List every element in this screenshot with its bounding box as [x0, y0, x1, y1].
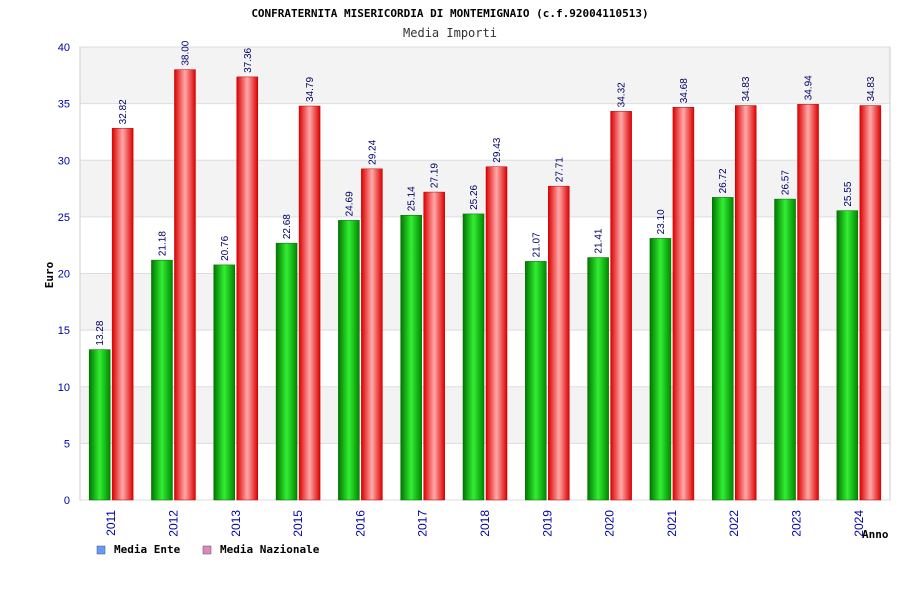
- bar-media-nazionale-2011: [111, 128, 134, 501]
- chart-subtitle: Media Importi: [403, 26, 497, 40]
- bar-media-ente-2012: [151, 259, 173, 501]
- bar-media-nazionale-2015: [298, 105, 321, 501]
- data-label: 22.68: [282, 214, 293, 239]
- y-tick-label: 40: [58, 42, 70, 54]
- bar-media-ente-2011: [88, 349, 111, 501]
- x-tick-label: 2022: [727, 510, 741, 537]
- bar-media-nazionale-2021: [672, 106, 695, 501]
- bar-media-ente-2019: [525, 261, 547, 501]
- data-label: 25.55: [843, 181, 854, 206]
- bar-media-ente-2017: [400, 215, 422, 501]
- bar-media-ente-2018: [462, 213, 485, 501]
- bar-media-nazionale-2024: [859, 105, 882, 501]
- x-tick-label: 2016: [353, 510, 367, 537]
- bar-media-ente-2023: [774, 198, 796, 501]
- x-tick-label: 2018: [478, 510, 492, 537]
- data-label: 32.82: [118, 99, 129, 124]
- x-tick-label: 2011: [104, 510, 118, 536]
- legend: Media Ente Media Nazionale: [96, 543, 320, 556]
- y-axis-ticks: 0 5 10 15 20 25 30 35 40: [58, 42, 70, 507]
- bar-media-ente-2024: [836, 210, 859, 501]
- plot-band: [80, 216, 890, 274]
- plot-band: [80, 443, 890, 500]
- bar-media-ente-2015: [275, 242, 298, 501]
- plot-band: [80, 386, 890, 444]
- data-label: 13.28: [95, 320, 106, 345]
- legend-label-media-ente: Media Ente: [114, 543, 181, 556]
- bar-media-nazionale-2012: [174, 69, 196, 501]
- data-label: 34.79: [305, 77, 316, 102]
- x-tick-label: 2012: [166, 510, 180, 537]
- data-label: 21.07: [531, 232, 542, 257]
- data-label: 24.69: [344, 191, 355, 216]
- data-label: 38.00: [180, 40, 191, 65]
- data-label: 34.83: [866, 76, 877, 101]
- y-tick-label: 25: [58, 212, 70, 224]
- x-tick-label: 2019: [540, 510, 554, 537]
- data-label: 34.94: [804, 75, 815, 100]
- x-tick-label: 2023: [790, 510, 804, 537]
- bar-media-nazionale-2017: [423, 191, 445, 501]
- data-label: 34.83: [741, 76, 752, 101]
- bar-media-nazionale-2023: [797, 104, 819, 501]
- data-label: 34.32: [617, 82, 628, 107]
- legend-label-media-nazionale: Media Nazionale: [220, 543, 320, 556]
- bar-media-ente-2013: [213, 264, 236, 501]
- y-tick-label: 0: [64, 495, 70, 507]
- data-label: 25.26: [469, 184, 480, 209]
- x-tick-label: 2020: [603, 510, 617, 537]
- y-axis-label: Euro: [43, 261, 56, 288]
- chart-title: CONFRATERNITA MISERICORDIA DI MONTEMIGNA…: [251, 7, 648, 20]
- data-label: 27.19: [430, 163, 441, 188]
- bar-media-nazionale-2013: [236, 76, 259, 501]
- y-tick-label: 35: [58, 99, 70, 111]
- data-label: 23.10: [656, 209, 667, 234]
- bar-media-nazionale-2018: [485, 166, 508, 501]
- x-tick-label: 2013: [229, 510, 243, 537]
- bar-media-ente-2021: [649, 238, 672, 501]
- x-tick-label: 2015: [291, 510, 305, 537]
- bar-media-ente-2022: [711, 197, 734, 501]
- bar-media-nazionale-2016: [361, 168, 383, 501]
- data-label: 26.72: [718, 168, 729, 193]
- data-label: 26.57: [781, 170, 792, 195]
- data-label: 27.71: [554, 157, 565, 182]
- bars: 13.28 32.82 21.18 38.00 20.76 37.36 22.68 34.79…: [88, 40, 882, 501]
- data-label: 21.18: [157, 231, 168, 256]
- data-label: 29.24: [367, 139, 378, 164]
- bar-media-nazionale-2022: [734, 105, 757, 501]
- y-tick-label: 15: [58, 325, 70, 337]
- data-label: 21.41: [594, 228, 605, 253]
- bar-media-ente-2020: [587, 257, 609, 501]
- plot-band: [80, 103, 890, 161]
- plot-band: [80, 160, 890, 217]
- plot-band: [80, 47, 890, 104]
- legend-swatch-media-ente: [96, 545, 106, 555]
- bar-media-nazionale-2019: [548, 185, 570, 501]
- plot-band: [80, 330, 890, 387]
- bar-media-nazionale-2020: [610, 111, 632, 501]
- data-label: 25.14: [407, 186, 418, 211]
- data-label: 20.76: [220, 235, 231, 260]
- y-tick-label: 20: [58, 269, 70, 281]
- y-tick-label: 10: [58, 382, 70, 394]
- x-tick-label: 2017: [416, 510, 430, 537]
- bar-media-ente-2016: [338, 220, 360, 501]
- data-label: 37.36: [243, 47, 254, 72]
- legend-swatch-media-nazionale: [202, 545, 212, 555]
- x-axis-label: Anno: [862, 528, 889, 541]
- x-tick-label: 2024: [852, 510, 866, 537]
- y-tick-label: 5: [64, 438, 70, 450]
- y-tick-label: 30: [58, 155, 70, 167]
- data-label: 34.68: [679, 78, 690, 103]
- data-label: 29.43: [492, 137, 503, 162]
- x-axis-ticks: 2011 2012 2013 2015 2016 2017 2018 2019 2020 2021…: [104, 510, 866, 537]
- plot-band: [80, 273, 890, 331]
- x-tick-label: 2021: [665, 510, 679, 537]
